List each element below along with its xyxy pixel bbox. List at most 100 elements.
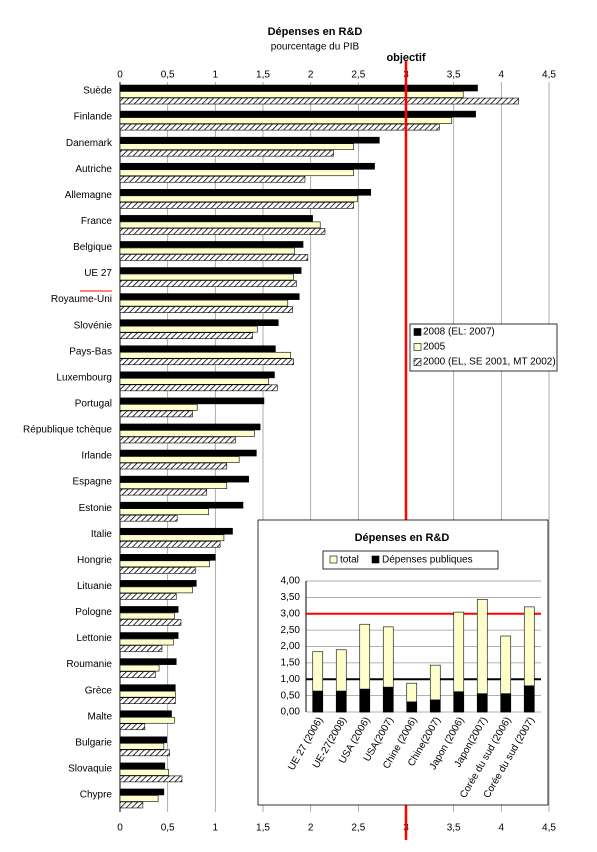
bar (119, 195, 358, 203)
y-tick-label: 1,00 (281, 674, 301, 685)
bar (119, 456, 240, 463)
bar (119, 560, 210, 568)
chart-title: Dépenses en R&D (355, 532, 450, 544)
bar (119, 514, 178, 522)
bar (119, 749, 170, 757)
chart-subtitle: pourcentage du PIB (271, 42, 360, 53)
bar (119, 143, 354, 150)
bar (119, 527, 233, 535)
bar (119, 710, 172, 718)
y-tick-label: Finlande (74, 112, 113, 123)
bar (119, 293, 300, 300)
bar (119, 378, 270, 385)
bar (119, 619, 182, 626)
bar (312, 690, 324, 713)
bar (119, 149, 334, 157)
bar (119, 554, 216, 561)
bar (119, 534, 225, 542)
bar (119, 697, 176, 704)
x-tick-label: 3,5 (447, 823, 461, 834)
y-tick-label: Irlande (81, 451, 112, 462)
x-tick-label: 1 (213, 823, 219, 834)
bar (119, 117, 453, 124)
legend-swatch (329, 555, 338, 564)
x-tick-label: 0 (117, 823, 123, 834)
bar (119, 716, 175, 724)
bar (119, 684, 176, 691)
bar (119, 175, 306, 183)
bar (119, 801, 144, 809)
y-tick-label: Chypre (80, 790, 113, 801)
legend-swatch (371, 555, 380, 564)
y-tick-label: Grèce (85, 685, 113, 696)
y-tick-label: Lettonie (76, 633, 112, 644)
y-tick-label: République tchèque (23, 425, 112, 436)
y-tick-label: Allemagne (65, 190, 113, 201)
bar (500, 693, 512, 713)
x-tick-label: 3,5 (447, 70, 461, 81)
y-tick-label: Malte (88, 711, 113, 722)
bar (119, 189, 372, 196)
chart-title: Dépenses en R&D (268, 26, 363, 38)
y-tick-label: Portugal (75, 399, 112, 410)
bar (119, 136, 380, 144)
bar (119, 449, 257, 457)
y-tick-label: Bulgarie (75, 737, 112, 748)
bar (119, 775, 183, 783)
bar (119, 612, 175, 620)
bar (119, 241, 304, 248)
target-label: objectif (386, 52, 425, 64)
y-tick-label: 0,50 (281, 690, 301, 701)
legend-swatch (413, 328, 422, 336)
bar (119, 540, 221, 548)
legend-box (322, 550, 499, 570)
bar (119, 658, 177, 665)
bar (119, 723, 146, 731)
bar (429, 699, 441, 713)
y-tick-label: Lituanie (77, 581, 112, 592)
x-tick-label: 4,5 (542, 70, 556, 81)
x-tick-label: 4 (499, 823, 505, 834)
y-tick-label: Slovénie (74, 320, 113, 331)
bar (119, 371, 275, 379)
legend-label: 2000 (EL, SE 2001, MT 2002) (423, 357, 556, 368)
y-tick-label: Autriche (75, 164, 112, 175)
legend-swatch (413, 358, 422, 366)
bar (119, 645, 163, 652)
x-tick-label: 1 (213, 70, 219, 81)
bar (119, 97, 519, 105)
bar (119, 215, 313, 222)
bar (119, 267, 302, 274)
y-tick-label: Belgique (73, 242, 112, 253)
y-tick-label: 3,50 (281, 592, 301, 603)
bar (119, 690, 176, 698)
bar (119, 384, 278, 392)
bar (119, 397, 265, 405)
bar (406, 701, 418, 713)
y-tick-label: 0,00 (281, 707, 301, 718)
bar (119, 586, 193, 594)
x-tick-label: 4 (499, 70, 505, 81)
bar (119, 332, 253, 339)
bar (119, 788, 165, 796)
bar (119, 769, 169, 776)
bar (119, 664, 160, 672)
bar (119, 671, 156, 678)
x-tick-label: 0,5 (161, 70, 175, 81)
bar (119, 254, 309, 261)
y-tick-label: Danemark (66, 138, 113, 149)
bar (119, 580, 197, 587)
bar (119, 404, 198, 411)
legend-swatch (413, 343, 422, 351)
bar (119, 345, 276, 353)
bar (335, 690, 347, 713)
bar (119, 228, 326, 235)
x-tick-label: 2,5 (351, 70, 365, 81)
y-tick-label: Luxembourg (56, 372, 112, 383)
bar (119, 84, 478, 92)
y-tick-label: 2,00 (281, 641, 301, 652)
y-tick-label: Slovaquie (68, 764, 112, 775)
bar (119, 299, 289, 307)
bar (119, 482, 228, 489)
